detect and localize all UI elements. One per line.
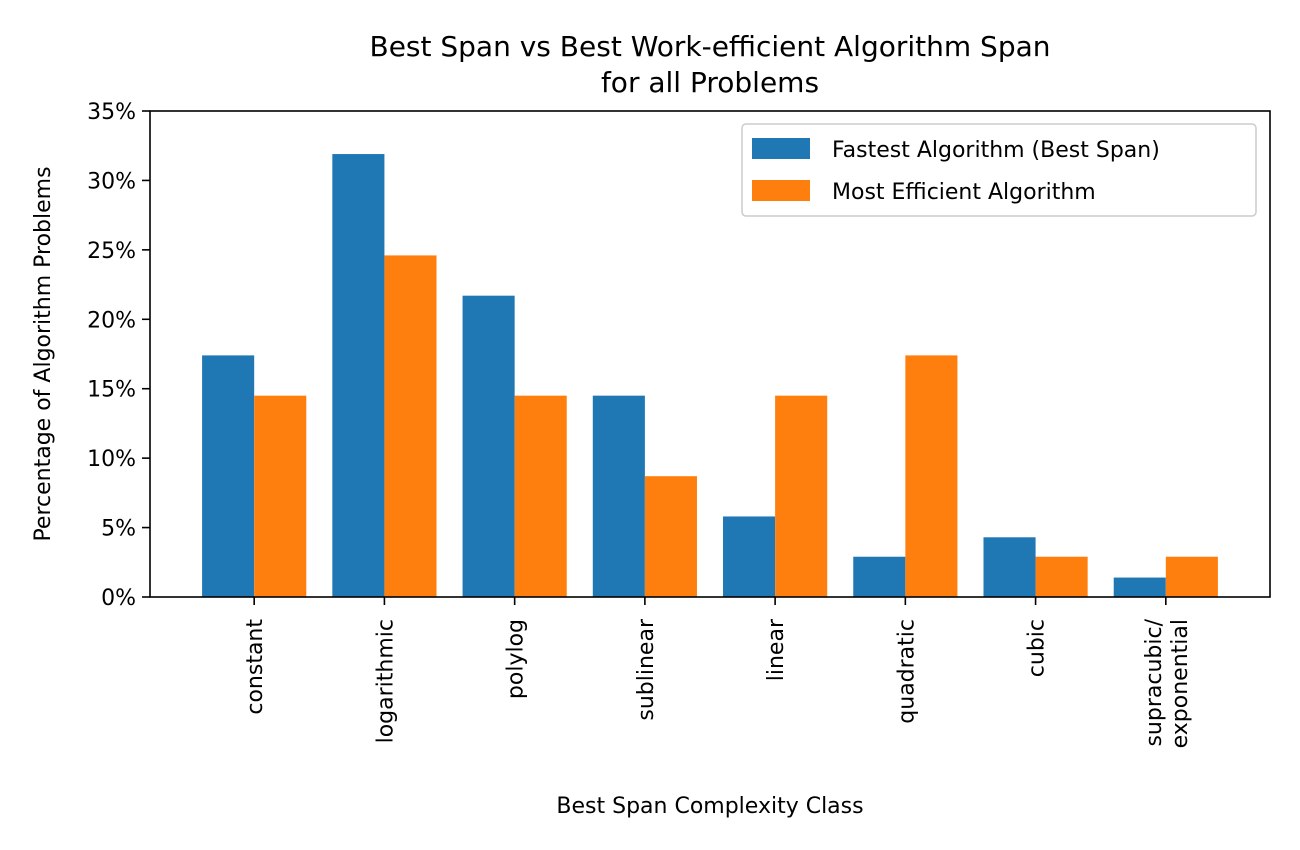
y-axis: 0% 5% 10% 15% 20% 25% 30% 35% [87,100,150,611]
legend-swatch-efficient [752,180,810,201]
bar-fastest-2 [462,295,515,597]
chart-title-line-1: Best Span vs Best Work-efficient Algorit… [369,30,1050,63]
x-tick-label-2-line-0: polylog [504,619,529,699]
bar-efficient-0 [254,395,307,597]
y-tick-label-5: 25% [87,239,136,264]
legend-label-efficient: Most Efficient Algorithm [832,180,1096,205]
bar-fastest-4 [723,516,776,597]
x-tick-label-5: quadratic [894,619,919,724]
bar-fastest-7 [1113,577,1166,597]
legend: Fastest Algorithm (Best Span) Most Effic… [741,123,1257,217]
chart-title-line-2: for all Problems [601,66,819,99]
legend-frame [741,123,1257,217]
bar-efficient-1 [384,255,437,597]
y-tick-label-1: 5% [101,517,136,542]
y-tick-label-4: 20% [87,308,136,333]
legend-label-fastest: Fastest Algorithm (Best Span) [832,138,1160,163]
y-axis-label: Percentage of Algorithm Problems [31,166,56,541]
x-tick-label-1-line-0: logarithmic [373,619,398,743]
x-tick-label-0: constant [243,619,268,715]
x-tick-label-7-line-1: exponential [1168,619,1193,748]
x-tick-label-4-line-0: linear [764,618,789,681]
x-axis-label: Best Span Complexity Class [556,794,863,819]
y-tick-label-6: 30% [87,169,136,194]
plot-frame [149,110,1271,598]
x-tick-label-6: cubic [1025,619,1050,677]
bar-efficient-2 [514,395,567,597]
bar-fastest-5 [853,556,906,597]
y-tick-label-7: 35% [87,100,136,125]
x-tick-label-1: logarithmic [373,619,398,743]
y-tick-label-2: 10% [87,447,136,472]
x-tick-label-4: linear [764,618,789,681]
bar-efficient-5 [905,355,958,597]
x-tick-label-7: supracubic/exponential [1142,618,1193,748]
legend-swatch-fastest [752,138,810,159]
bar-efficient-3 [644,476,697,597]
x-tick-label-3-line-0: sublinear [634,618,659,721]
x-tick-label-3: sublinear [634,618,659,721]
y-tick-label-0: 0% [101,586,136,611]
bar-fastest-3 [592,395,645,597]
y-tick-label-3: 15% [87,378,136,403]
x-tick-label-7-line-0: supracubic/ [1142,618,1167,746]
bar-fastest-6 [983,537,1036,597]
bar-efficient-7 [1165,556,1218,597]
x-tick-label-0-line-0: constant [243,619,268,715]
bars-group [202,154,1218,598]
x-tick-label-5-line-0: quadratic [894,619,919,724]
x-axis: constant logarithmic polylog sublinear linea… [243,597,1193,748]
bar-fastest-0 [202,355,255,597]
x-tick-label-2: polylog [504,619,529,699]
bar-efficient-6 [1035,556,1088,597]
bar-efficient-4 [775,395,828,597]
bar-fastest-1 [332,154,385,598]
x-tick-label-6-line-0: cubic [1025,619,1050,677]
